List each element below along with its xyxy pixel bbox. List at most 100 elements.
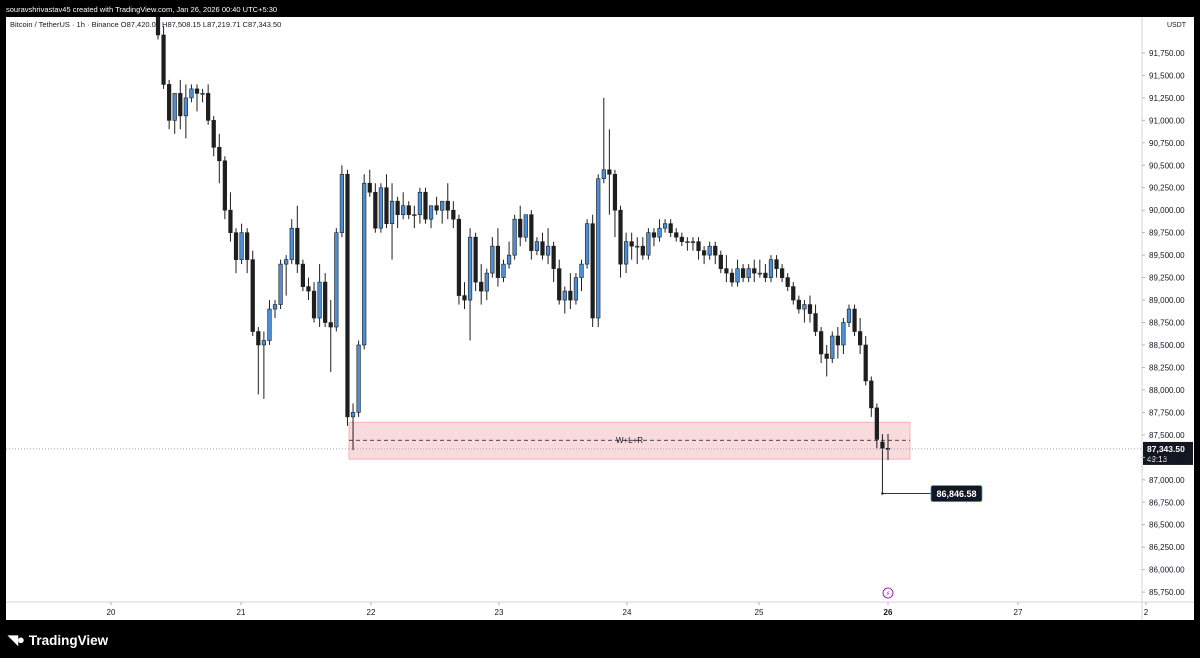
countdown-label: 49:13	[1147, 455, 1168, 464]
candle-body	[356, 344, 361, 413]
candle	[178, 79, 183, 130]
candle-body	[841, 322, 846, 346]
candle	[518, 205, 523, 247]
candle-body	[724, 268, 729, 274]
candle	[211, 115, 216, 157]
y-tick-label: 89,000.00	[1149, 296, 1185, 305]
candle-body	[601, 169, 606, 180]
candle-body	[618, 209, 623, 265]
candle	[724, 255, 729, 283]
candle	[350, 403, 356, 451]
candle-body	[830, 335, 835, 359]
candle-body	[735, 268, 740, 283]
candle-body	[534, 241, 540, 251]
candle	[406, 201, 411, 220]
event-glyph: ⚡	[886, 590, 891, 598]
candle	[679, 232, 684, 247]
candle	[440, 200, 445, 224]
y-tick-label: 86,750.00	[1149, 498, 1185, 507]
candle-body	[384, 187, 389, 224]
candle	[506, 241, 512, 269]
candle-body	[311, 290, 317, 319]
candle-body	[551, 245, 556, 269]
candle-body	[423, 191, 428, 220]
y-tick-label: 89,750.00	[1149, 229, 1185, 238]
candle-body	[462, 295, 467, 301]
candle	[384, 174, 389, 229]
candle-body	[289, 227, 294, 260]
candle-body	[217, 146, 222, 162]
candle	[373, 183, 378, 233]
candle	[869, 376, 874, 417]
candle-body	[183, 97, 188, 117]
candle-body	[791, 286, 796, 301]
candle	[796, 295, 801, 314]
candle-body	[501, 263, 506, 278]
candle-body	[646, 232, 651, 256]
candle	[300, 259, 305, 292]
candle	[495, 228, 501, 287]
x-tick-label: 20	[107, 608, 116, 617]
y-tick-label: 86,000.00	[1149, 566, 1185, 575]
candle	[757, 259, 762, 278]
candle	[233, 228, 239, 274]
candle-body	[763, 272, 768, 278]
candle	[707, 241, 712, 260]
candle	[462, 282, 467, 310]
candle-body	[529, 214, 534, 251]
candle-body	[362, 182, 367, 346]
footer: ◥● TradingView	[8, 630, 108, 650]
candle	[841, 318, 846, 354]
candle	[545, 228, 551, 265]
candle-body	[395, 200, 400, 215]
y-tick-label: 90,250.00	[1149, 184, 1185, 193]
candle	[568, 273, 573, 310]
event-lightning-icon	[882, 587, 894, 599]
candle	[646, 228, 651, 260]
candle-body	[802, 304, 807, 310]
x-tick-label: 26	[884, 608, 893, 617]
y-tick-label: 91,000.00	[1149, 116, 1185, 125]
y-tick-label: 87,250.00	[1149, 453, 1185, 462]
candle	[250, 250, 255, 337]
low-marker-label: 86,846.58	[936, 489, 976, 499]
candle	[824, 344, 829, 377]
candle-body	[440, 200, 445, 211]
symbol-legend: Bitcoin / TetherUS · 1h · Binance O87,42…	[10, 20, 281, 29]
y-tick-label: 89,250.00	[1149, 274, 1185, 283]
candle-body	[674, 232, 679, 238]
candle-body	[696, 241, 701, 251]
candle-body	[490, 245, 495, 274]
candle	[763, 264, 768, 283]
candle-body	[479, 281, 484, 292]
candle	[635, 237, 640, 265]
candle-body	[401, 205, 406, 215]
candle-body	[590, 223, 595, 319]
candle-body	[256, 331, 261, 346]
candle-body	[835, 335, 840, 346]
candle-body	[579, 263, 584, 278]
candle-body	[780, 268, 785, 278]
candle-body	[813, 313, 818, 332]
candle-body	[685, 241, 690, 243]
candle-body	[785, 277, 790, 287]
x-tick-label: 22	[367, 608, 376, 617]
chart-panel[interactable]: W+L+R 87,343.50 49:13 86,846.58 ⚡ 91,750.00…	[6, 17, 1194, 620]
candle	[540, 232, 545, 260]
candle-body	[284, 259, 289, 265]
candle-body	[796, 299, 801, 310]
candle	[846, 304, 852, 328]
candle-body	[323, 281, 328, 323]
candle-body	[378, 187, 384, 229]
candle	[590, 214, 595, 328]
candle-body	[512, 218, 517, 256]
candle	[256, 327, 261, 395]
candle	[607, 129, 612, 215]
candle-body	[178, 93, 183, 117]
current-price-label: 87,343.50	[1147, 444, 1185, 454]
y-tick-label: 90,500.00	[1149, 161, 1185, 170]
candle-body	[167, 84, 172, 121]
x-tick-label: 2	[1144, 608, 1149, 617]
